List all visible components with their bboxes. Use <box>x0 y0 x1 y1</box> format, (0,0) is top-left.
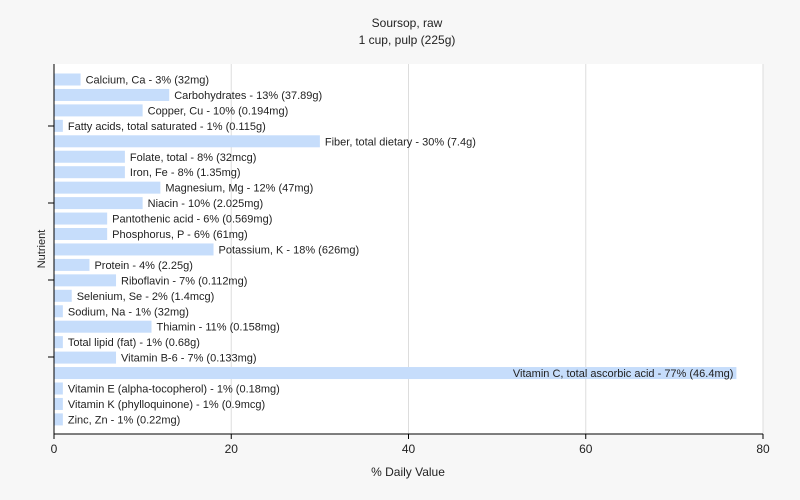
bar-label: Sodium, Na - 1% (32mg) <box>68 306 189 318</box>
bar <box>54 289 72 302</box>
bar <box>54 212 108 225</box>
bar-label: Riboflavin - 7% (0.112mg) <box>121 275 247 287</box>
bar <box>54 274 117 287</box>
bar-label: Pantothenic acid - 6% (0.569mg) <box>112 214 272 226</box>
x-tick-label: 40 <box>402 442 416 456</box>
x-tick-label: 20 <box>225 442 239 456</box>
bar-label: Vitamin C, total ascorbic acid - 77% (46… <box>513 368 734 380</box>
bar <box>54 351 117 364</box>
y-axis-label: Nutrient <box>36 230 48 269</box>
bar-label: Vitamin E (alpha-tocopherol) - 1% (0.18m… <box>68 384 280 396</box>
bar-label: Folate, total - 8% (32mcg) <box>130 152 257 164</box>
bar <box>54 413 63 426</box>
bar-label: Iron, Fe - 8% (1.35mg) <box>130 167 241 179</box>
x-tick-label: 0 <box>51 442 58 456</box>
bar-label: Total lipid (fat) - 1% (0.68g) <box>68 337 200 349</box>
bar-label: Thiamin - 11% (0.158mg) <box>156 322 279 334</box>
bar <box>54 258 90 271</box>
bar <box>54 104 143 117</box>
plot-area: Calcium, Ca - 3% (32mg) Carbohydrates - 1… <box>54 64 764 434</box>
x-tick-label: 80 <box>756 442 770 456</box>
x-axis-ticks: 0 20 40 60 80 <box>51 434 770 456</box>
bar-label: Carbohydrates - 13% (37.89g) <box>174 90 322 102</box>
bar <box>54 135 320 148</box>
bar-label: Copper, Cu - 10% (0.194mg) <box>148 105 289 117</box>
bar <box>54 367 737 380</box>
bar <box>54 305 63 318</box>
bar-label: Fiber, total dietary - 30% (7.4g) <box>325 136 476 148</box>
bar-label: Potassium, K - 18% (626mg) <box>219 244 360 256</box>
bar <box>54 88 170 101</box>
bar-label: Vitamin B-6 - 7% (0.133mg) <box>121 353 257 365</box>
bar <box>54 181 161 194</box>
bar <box>54 119 63 132</box>
bar-label: Zinc, Zn - 1% (0.22mg) <box>68 414 180 426</box>
bar <box>54 228 108 240</box>
bar <box>54 73 81 86</box>
bar-label: Fatty acids, total saturated - 1% (0.115… <box>68 121 266 133</box>
bar-label: Calcium, Ca - 3% (32mg) <box>86 75 209 87</box>
bar-label: Niacin - 10% (2.025mg) <box>148 198 264 210</box>
bar-label: Phosphorus, P - 6% (61mg) <box>112 229 248 241</box>
bar <box>54 382 63 395</box>
bars <box>54 73 737 426</box>
bar <box>54 243 214 256</box>
x-axis-label: % Daily Value <box>371 465 445 479</box>
bar <box>54 150 125 163</box>
bar-labels: Calcium, Ca - 3% (32mg) Carbohydrates - 1… <box>68 75 734 427</box>
x-tick-label: 60 <box>579 442 593 456</box>
bar <box>54 166 125 179</box>
chart-subtitle: 1 cup, pulp (225g) <box>359 33 456 47</box>
bar <box>54 197 143 210</box>
bar-label: Vitamin K (phylloquinone) - 1% (0.9mcg) <box>68 399 265 411</box>
chart-title: Soursop, raw <box>372 16 443 30</box>
bar <box>54 336 63 349</box>
bar-label: Protein - 4% (2.25g) <box>94 260 192 272</box>
bar-label: Selenium, Se - 2% (1.4mcg) <box>77 291 215 303</box>
bar-label: Magnesium, Mg - 12% (47mg) <box>165 183 313 195</box>
bar <box>54 397 63 410</box>
bar <box>54 320 152 333</box>
